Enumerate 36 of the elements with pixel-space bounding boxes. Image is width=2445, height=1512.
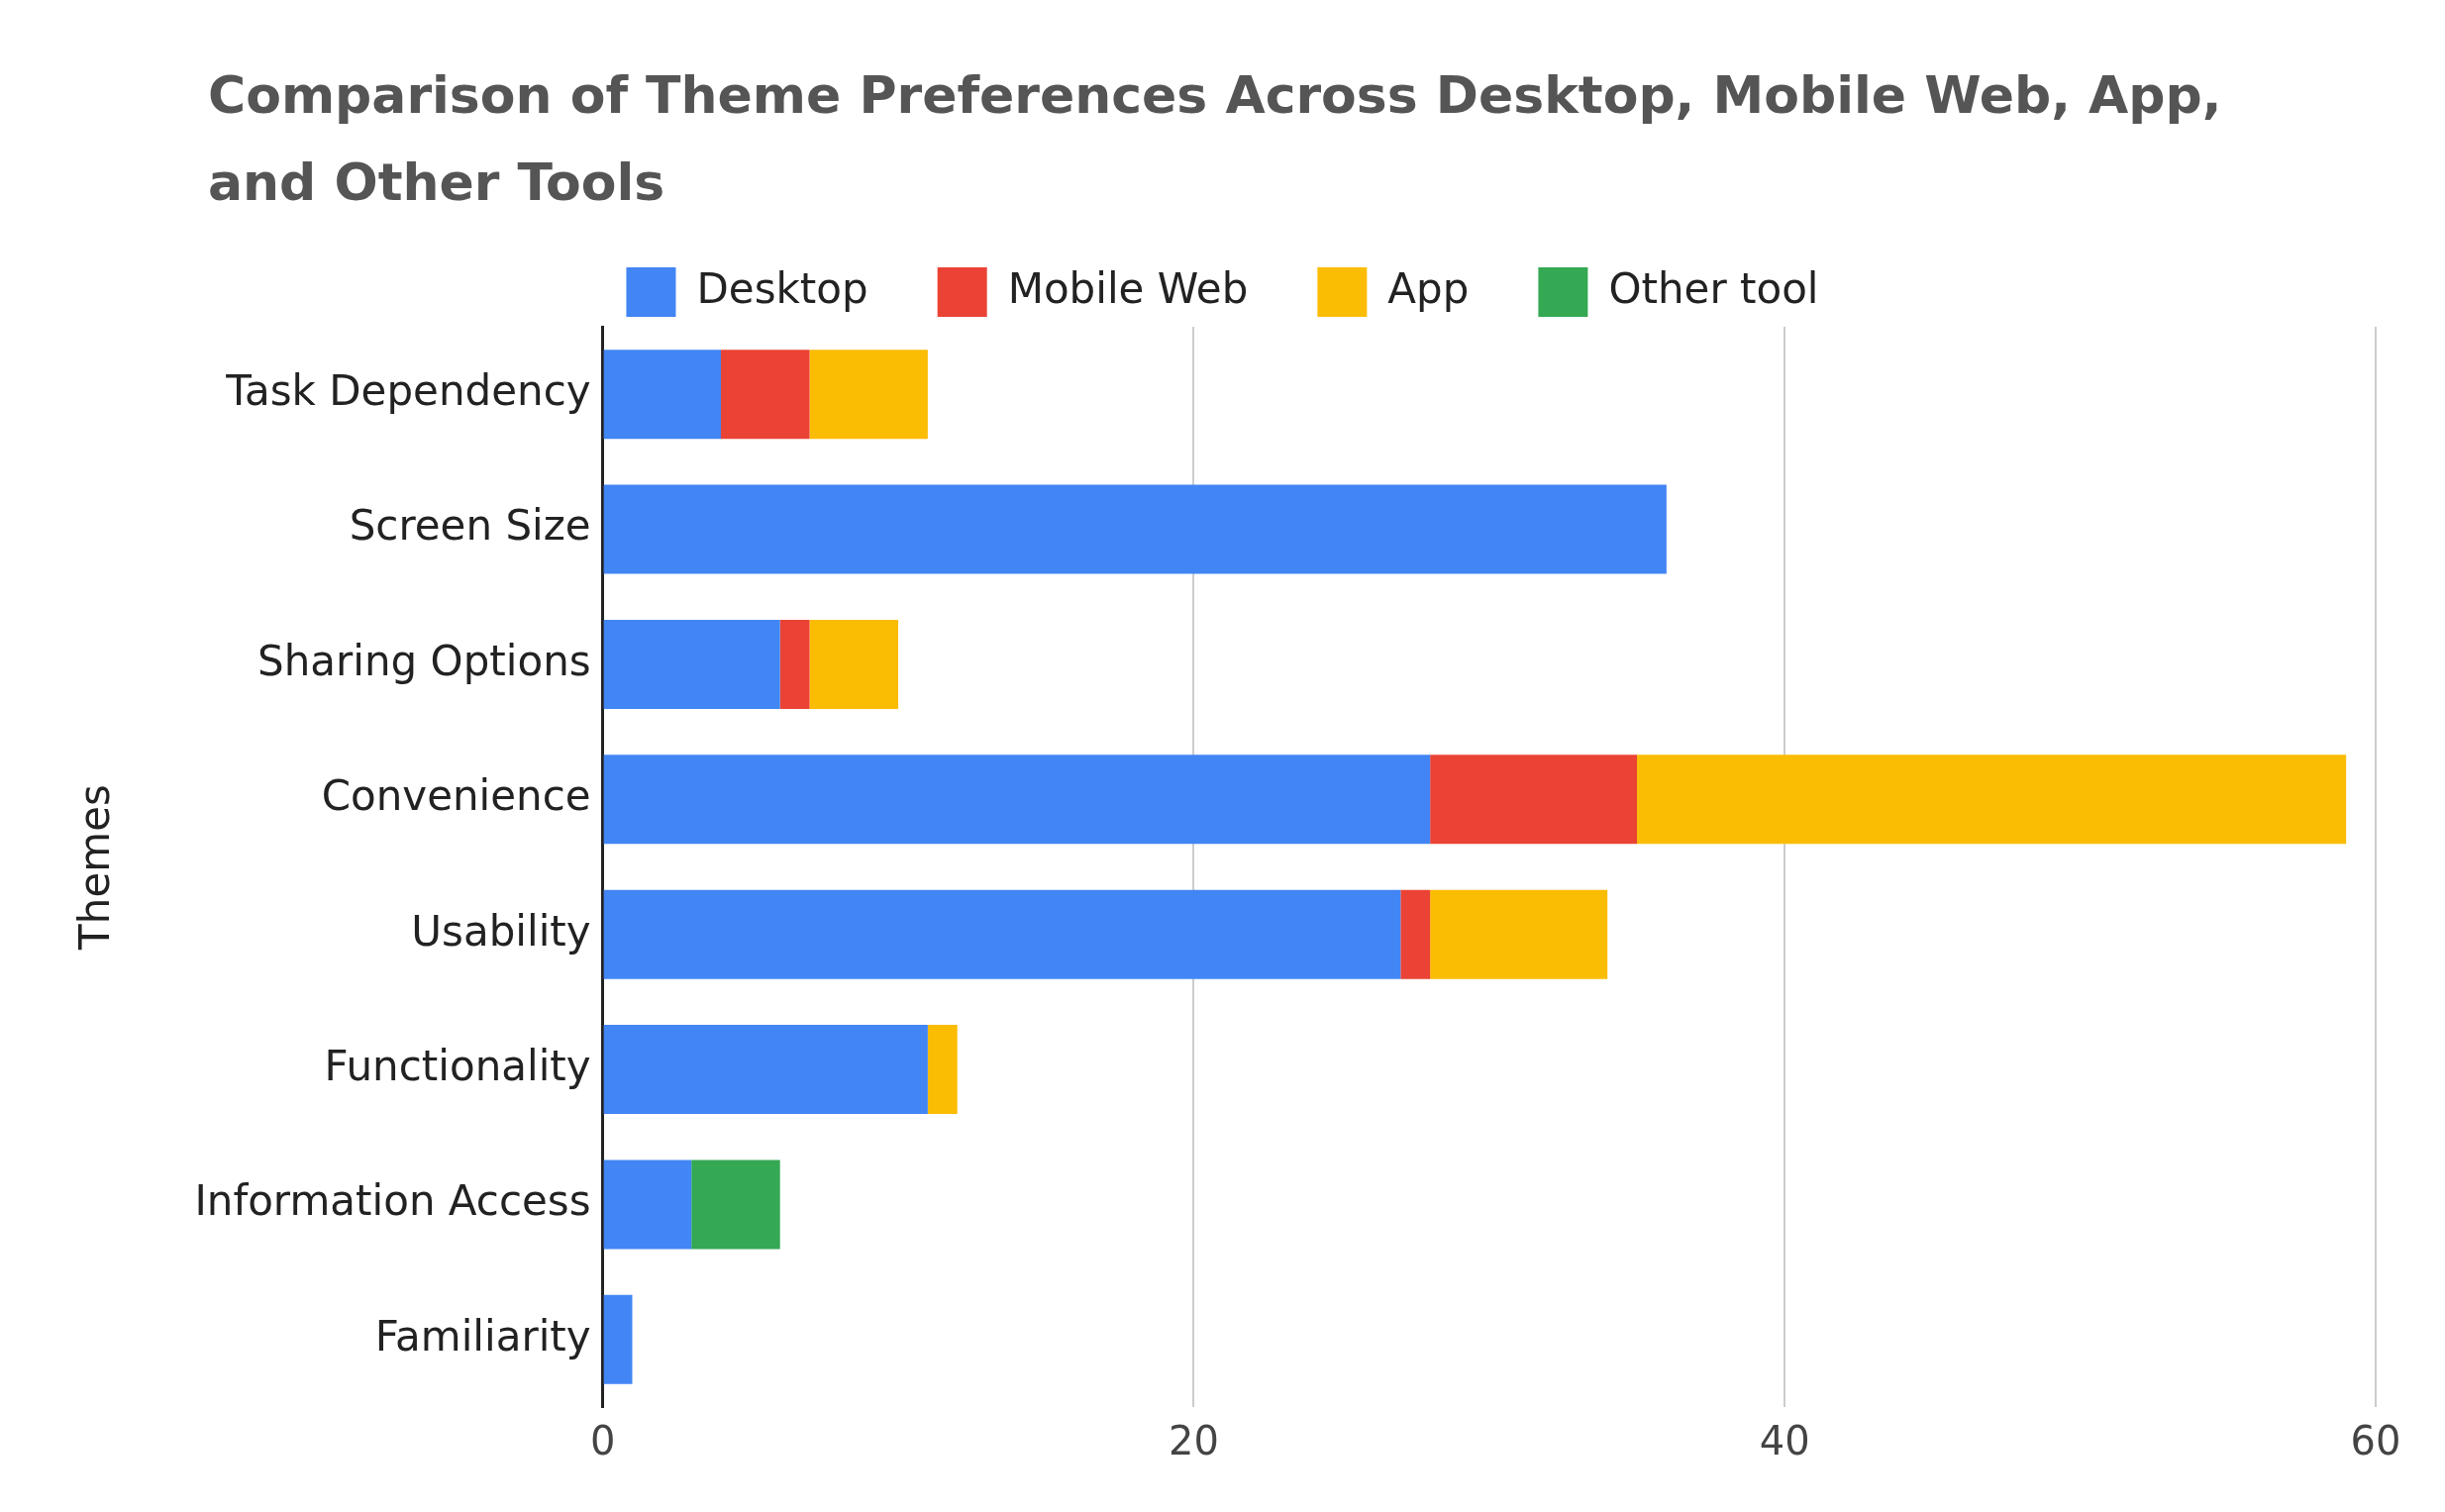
legend-label: Desktop bbox=[696, 263, 868, 313]
bar bbox=[1400, 889, 1431, 979]
y-tick-label: Task Dependency bbox=[225, 366, 591, 416]
y-tick-label: Convenience bbox=[321, 771, 591, 821]
y-tick-label: Information Access bbox=[194, 1176, 591, 1226]
bar bbox=[1430, 755, 1638, 845]
bar bbox=[603, 350, 722, 440]
bar bbox=[721, 350, 810, 440]
y-tick-label: Familiarity bbox=[374, 1311, 591, 1361]
bar bbox=[603, 619, 780, 709]
bar bbox=[603, 484, 1667, 574]
bar bbox=[927, 1025, 958, 1115]
y-axis-title: Themes bbox=[70, 784, 120, 951]
bar bbox=[779, 619, 810, 709]
chart-title: Comparison of Theme Preferences Across Desktop, Mobile Web, App, and Other Tools bbox=[208, 64, 2223, 214]
bar bbox=[603, 1294, 633, 1384]
x-tick-label: 20 bbox=[1168, 1418, 1219, 1464]
bar bbox=[603, 755, 1431, 845]
legend-label: App bbox=[1387, 263, 1470, 313]
bar bbox=[809, 350, 928, 440]
legend-label: Mobile Web bbox=[1007, 263, 1249, 313]
bar bbox=[603, 889, 1401, 979]
bar bbox=[603, 1159, 692, 1250]
bar bbox=[691, 1159, 780, 1250]
bar bbox=[1430, 889, 1608, 979]
y-tick-label: Usability bbox=[411, 906, 591, 956]
y-tick-label: Functionality bbox=[324, 1041, 591, 1090]
x-tick-label: 0 bbox=[589, 1418, 616, 1464]
legend-label: Other tool bbox=[1608, 263, 1819, 313]
bar bbox=[809, 619, 899, 709]
y-tick-label: Screen Size bbox=[349, 501, 591, 551]
bar bbox=[1637, 755, 2347, 845]
x-tick-label: 60 bbox=[2350, 1418, 2401, 1464]
x-tick-label: 40 bbox=[1759, 1418, 1810, 1464]
bar bbox=[603, 1025, 928, 1115]
y-tick-label: Sharing Options bbox=[257, 636, 591, 685]
